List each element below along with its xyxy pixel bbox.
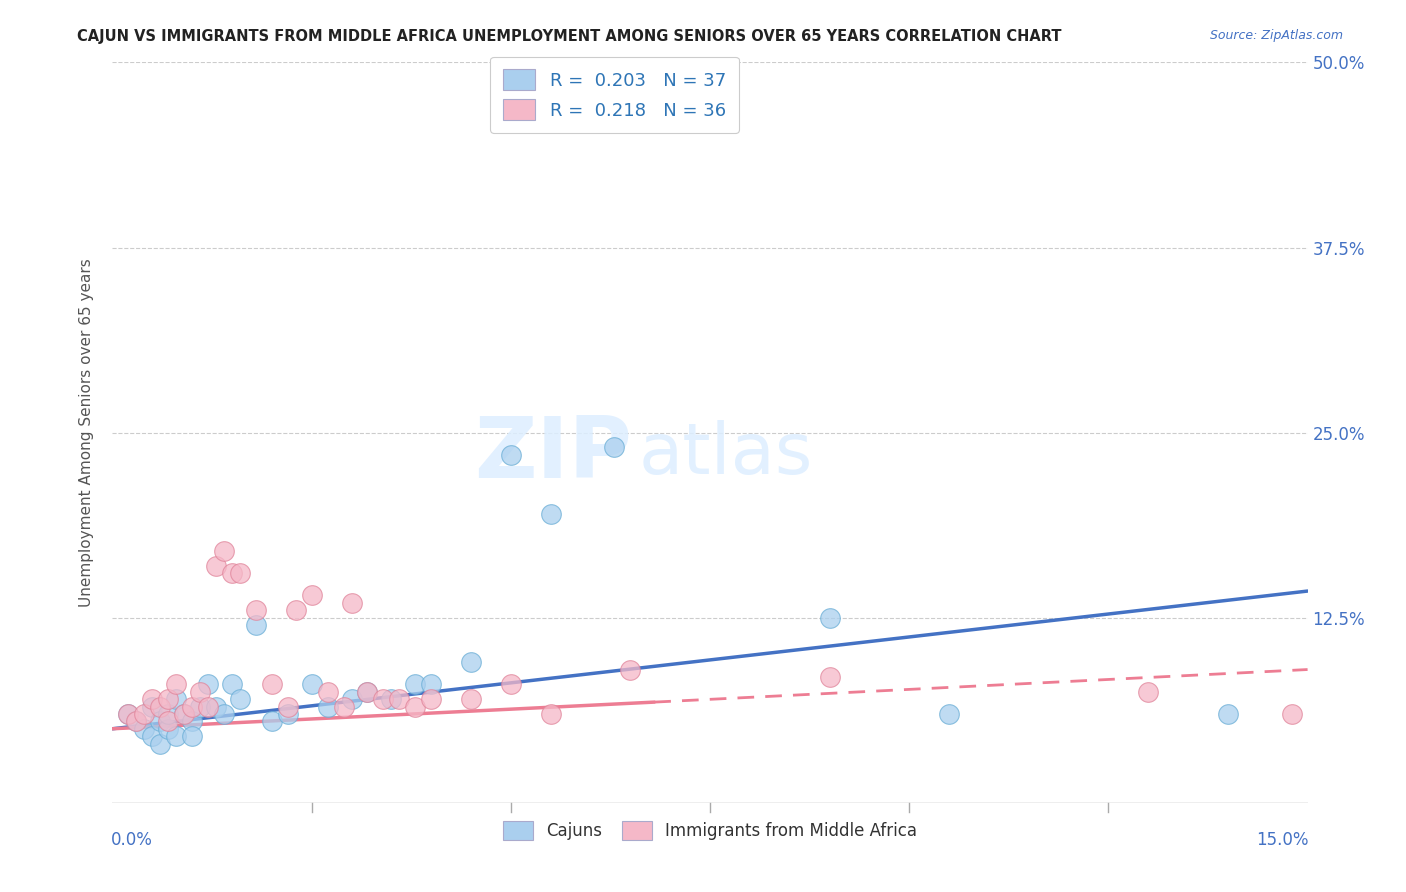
Text: CAJUN VS IMMIGRANTS FROM MIDDLE AFRICA UNEMPLOYMENT AMONG SENIORS OVER 65 YEARS : CAJUN VS IMMIGRANTS FROM MIDDLE AFRICA U… — [77, 29, 1062, 44]
Text: 15.0%: 15.0% — [1257, 831, 1309, 849]
Point — [340, 692, 363, 706]
Point — [117, 706, 139, 721]
Point — [165, 677, 187, 691]
Point — [125, 714, 148, 729]
Point — [356, 685, 378, 699]
Point — [260, 714, 283, 729]
Point — [420, 677, 443, 691]
Point — [388, 692, 411, 706]
Point — [181, 729, 204, 743]
Point — [420, 692, 443, 706]
Legend: Cajuns, Immigrants from Middle Africa: Cajuns, Immigrants from Middle Africa — [492, 811, 928, 850]
Point — [134, 706, 156, 721]
Point — [157, 714, 180, 729]
Point — [1281, 706, 1303, 721]
Text: ZIP: ZIP — [475, 413, 633, 496]
Point — [197, 677, 219, 691]
Point — [205, 699, 228, 714]
Point — [205, 558, 228, 573]
Y-axis label: Unemployment Among Seniors over 65 years: Unemployment Among Seniors over 65 years — [79, 259, 94, 607]
Point — [460, 692, 482, 706]
Point — [157, 706, 180, 721]
Point — [141, 699, 163, 714]
Point — [197, 699, 219, 714]
Point — [188, 685, 211, 699]
Point — [1137, 685, 1160, 699]
Point — [356, 685, 378, 699]
Point — [165, 692, 187, 706]
Point — [229, 566, 252, 581]
Point — [173, 706, 195, 721]
Point — [373, 692, 395, 706]
Point — [818, 610, 841, 624]
Point — [540, 507, 562, 521]
Point — [301, 589, 323, 603]
Point — [818, 670, 841, 684]
Point — [499, 677, 522, 691]
Point — [277, 699, 299, 714]
Point — [284, 603, 307, 617]
Point — [332, 699, 354, 714]
Point — [540, 706, 562, 721]
Point — [619, 663, 641, 677]
Point — [938, 706, 960, 721]
Point — [141, 729, 163, 743]
Point — [1216, 706, 1239, 721]
Point — [316, 699, 339, 714]
Point — [157, 722, 180, 736]
Text: atlas: atlas — [638, 420, 813, 490]
Point — [188, 699, 211, 714]
Point — [277, 706, 299, 721]
Point — [404, 699, 426, 714]
Text: 0.0%: 0.0% — [111, 831, 153, 849]
Point — [404, 677, 426, 691]
Point — [125, 714, 148, 729]
Point — [141, 692, 163, 706]
Text: Source: ZipAtlas.com: Source: ZipAtlas.com — [1209, 29, 1343, 42]
Point — [212, 706, 235, 721]
Point — [212, 544, 235, 558]
Point — [380, 692, 402, 706]
Point — [221, 566, 243, 581]
Point — [149, 699, 172, 714]
Point — [316, 685, 339, 699]
Point — [149, 714, 172, 729]
Point — [340, 596, 363, 610]
Point — [181, 714, 204, 729]
Point — [117, 706, 139, 721]
Point — [301, 677, 323, 691]
Point — [157, 692, 180, 706]
Point — [149, 737, 172, 751]
Point — [165, 729, 187, 743]
Point — [245, 618, 267, 632]
Point — [221, 677, 243, 691]
Point — [181, 699, 204, 714]
Point — [245, 603, 267, 617]
Point — [260, 677, 283, 691]
Point — [173, 706, 195, 721]
Point — [229, 692, 252, 706]
Point — [460, 655, 482, 669]
Point — [603, 441, 626, 455]
Point — [499, 448, 522, 462]
Point — [134, 722, 156, 736]
